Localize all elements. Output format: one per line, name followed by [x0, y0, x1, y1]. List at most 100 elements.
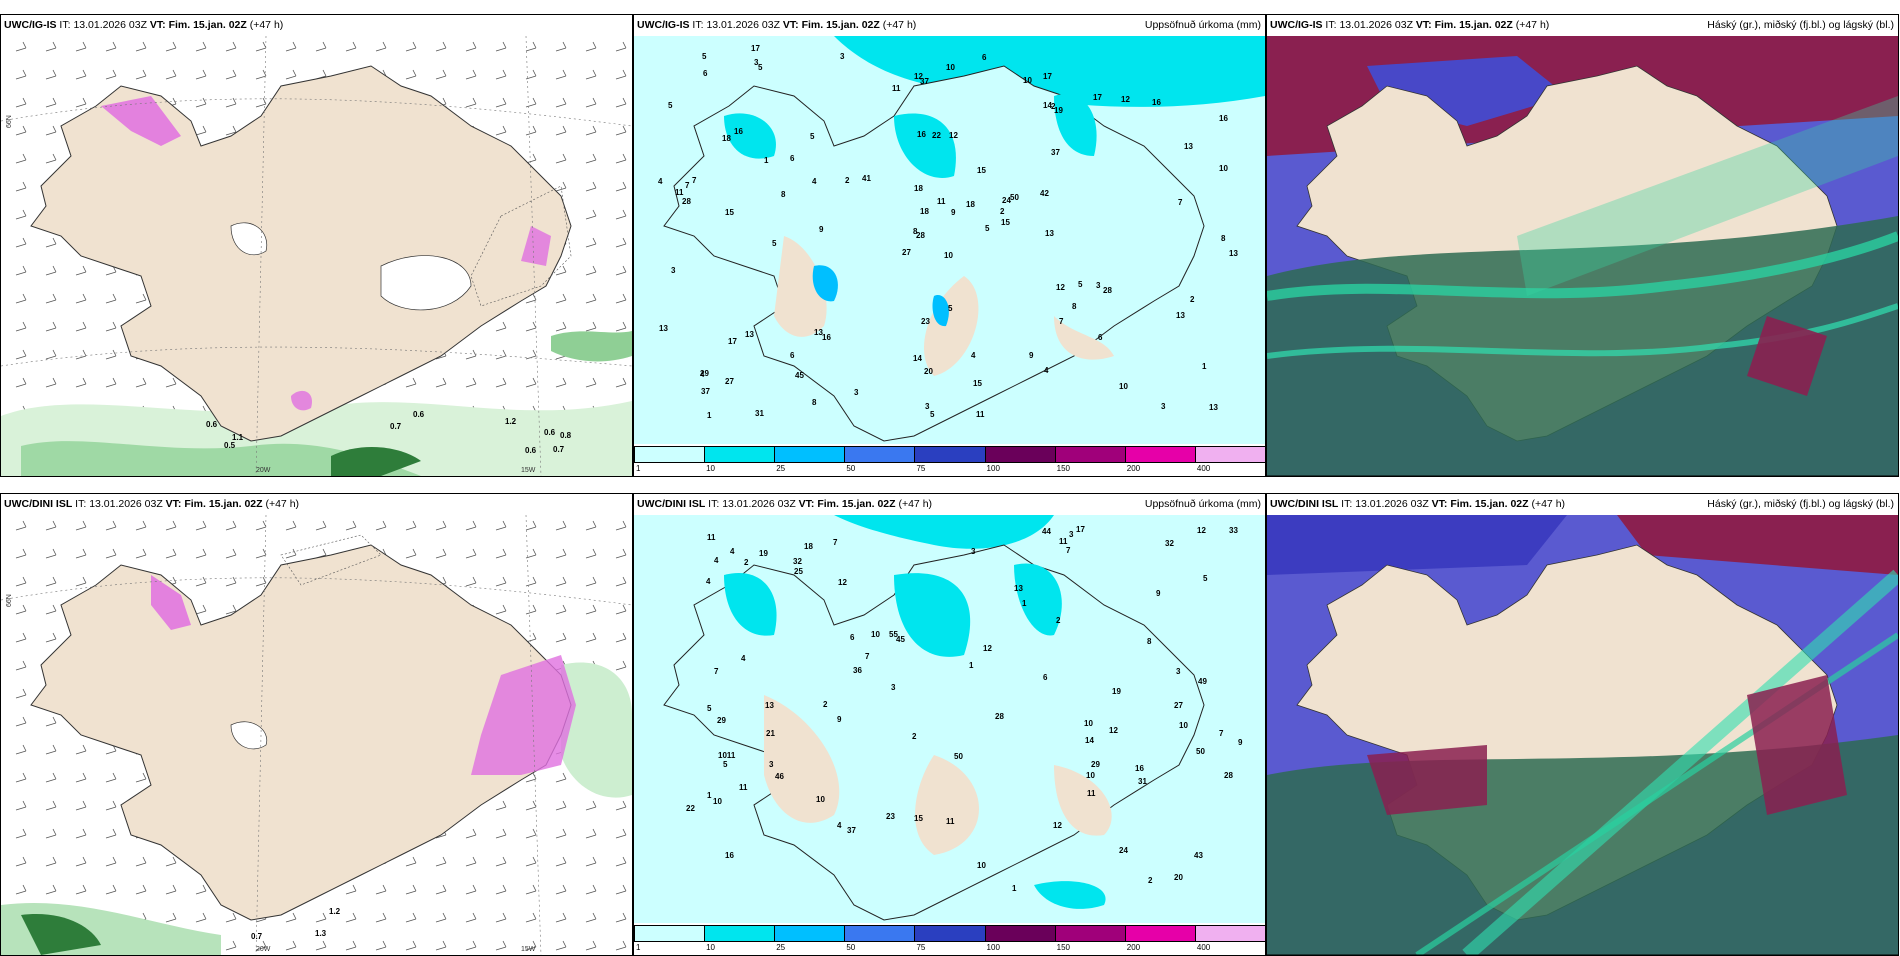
- wind-barb: [75, 884, 87, 895]
- precip-value-label: 22: [686, 804, 695, 813]
- precip-value-label: 1: [969, 661, 974, 670]
- precip-value-label: 12: [838, 578, 847, 587]
- precip-value-label: 12: [914, 72, 923, 81]
- precip-value-label: 7: [865, 652, 870, 661]
- map-area: 10 18 28 29 24 16 17 12 2 5 5 13 15 16 27 37 31 16 15 13 41 3…: [634, 36, 1265, 444]
- precip-value-label: 20: [924, 367, 933, 376]
- precip-value-label: 5: [985, 224, 990, 233]
- colorbar-swatch: [1194, 446, 1265, 463]
- wind-barb: [435, 377, 447, 388]
- precip-value-label: 27: [725, 377, 734, 386]
- wind-barb: [45, 377, 57, 388]
- model-name: UWC/IG-IS: [637, 19, 690, 31]
- wind-barb: [45, 632, 57, 643]
- panel-title: Uppsöfnuð úrkoma (mm): [1144, 19, 1261, 31]
- precip-value-label: 4: [971, 351, 976, 360]
- wind-barb: [525, 828, 537, 839]
- precip-value-label: 10: [1179, 721, 1188, 730]
- wind-barb: [585, 604, 597, 615]
- wind-barb: [465, 520, 477, 531]
- wind-barb: [75, 520, 87, 531]
- wind-barb: [45, 265, 57, 276]
- precip-value-label: 5: [702, 52, 707, 61]
- wind-barb: [585, 181, 597, 192]
- colorbar-swatch: [704, 925, 776, 942]
- precip-value-label: 3: [891, 683, 896, 692]
- precip-value-label: 4: [714, 556, 719, 565]
- precip-value-label: 7: [1066, 546, 1071, 555]
- wind-barb: [375, 520, 387, 531]
- wind-barb: [525, 349, 537, 360]
- wind-barb: [615, 604, 627, 615]
- precip-value-label: 2: [1148, 876, 1153, 885]
- precip-value-label: 18: [722, 134, 731, 143]
- wind-barb: [75, 97, 87, 108]
- precip-value-label: 18: [804, 542, 813, 551]
- wind-barb: [525, 97, 537, 108]
- precip-value-label: 27: [902, 248, 911, 257]
- wind-barb: [225, 125, 237, 136]
- wind-barb: [525, 41, 537, 52]
- precip-value-label: 49: [1198, 677, 1207, 686]
- wind-barb: [495, 125, 507, 136]
- precip-value-label: 16: [725, 851, 734, 860]
- precip-value-label: 14: [913, 354, 922, 363]
- precip-value-label: 10: [944, 251, 953, 260]
- precip-value-label: 1.1: [232, 433, 244, 442]
- precip-value-label: 24: [1119, 846, 1128, 855]
- wind-barb: [555, 153, 567, 164]
- precip-value-label: 55: [889, 630, 898, 639]
- panel-title: Háský (gr.), miðský (fj.bl.) og lágský (…: [1707, 19, 1894, 31]
- wind-barb: [615, 293, 627, 304]
- precip-value-label: 4: [1044, 366, 1049, 375]
- precip-value-label: 3: [971, 547, 976, 556]
- precip-value-label: 44: [1042, 527, 1051, 536]
- colorbar-tick: 200: [1126, 464, 1141, 473]
- wind-barb: [495, 97, 507, 108]
- wind-barb: [435, 41, 447, 52]
- wind-barb: [555, 576, 567, 587]
- precip-value-label: 0.5: [224, 441, 236, 450]
- precip-value-label: 3: [925, 402, 930, 411]
- colorbar-swatch: [1054, 446, 1126, 463]
- colorbar-tick: 400: [1196, 943, 1211, 952]
- precip-value-label: 6: [790, 154, 795, 163]
- colorbar-swatch: [1054, 925, 1126, 942]
- wind-barb: [285, 41, 297, 52]
- wind-barb: [495, 828, 507, 839]
- wind-barb: [45, 576, 57, 587]
- precip-value-label: 1: [1202, 362, 1207, 371]
- wind-barb: [165, 520, 177, 531]
- wind-barb: [465, 41, 477, 52]
- precip-value-label: 50: [954, 752, 963, 761]
- wind-barb: [75, 744, 87, 755]
- wind-barb: [105, 293, 117, 304]
- precip-value-label: 2: [1051, 102, 1056, 111]
- wind-barb: [495, 800, 507, 811]
- panel-clouds-ig: UWC/IG-IS IT: 13.01.2026 03Z VT: Fim. 15…: [1266, 14, 1899, 477]
- colorbar-swatch: [634, 446, 706, 463]
- wind-barb: [465, 856, 477, 867]
- wind-barb: [585, 856, 597, 867]
- precip-value-label: 0.6: [413, 410, 425, 419]
- precip-value-label: 10: [977, 861, 986, 870]
- precip-value-label: 24: [1002, 196, 1011, 205]
- wind-barb: [555, 125, 567, 136]
- precip-value-label: 11: [946, 817, 955, 826]
- precip-value-label: 13: [745, 330, 754, 339]
- wind-barb: [15, 604, 27, 615]
- lon-label: 15W: [521, 467, 536, 474]
- wind-barb: [15, 349, 27, 360]
- colorbar-swatch: [984, 925, 1056, 942]
- wind-barb: [15, 884, 27, 895]
- wind-barb: [105, 321, 117, 332]
- precip-value-label: 2: [823, 700, 828, 709]
- wind-barb: [135, 377, 147, 388]
- colorbar-tick: 25: [776, 943, 786, 952]
- precip-value-label: 6: [703, 69, 708, 78]
- wind-barb: [525, 69, 537, 80]
- wind-barb: [195, 520, 207, 531]
- wind-barb: [585, 520, 597, 531]
- precip-value-label: 11: [1087, 789, 1096, 798]
- precip-value-label: 1: [1012, 884, 1017, 893]
